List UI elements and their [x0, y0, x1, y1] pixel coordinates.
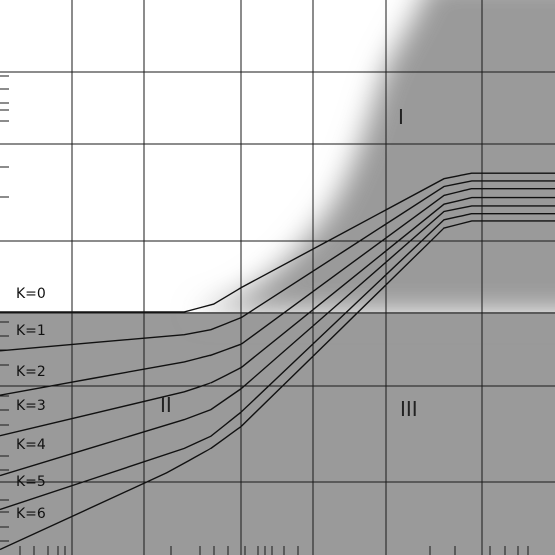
region-label-1: I — [398, 105, 404, 129]
curve-label-k-6: K=6 — [16, 506, 46, 522]
curve-label-k-4: K=4 — [16, 437, 46, 453]
curve-label-k-3: K=3 — [16, 398, 46, 414]
curve-label-k-5: K=5 — [16, 474, 46, 490]
curve-label-k-0: K=0 — [16, 286, 46, 302]
region-label-2: II — [160, 393, 172, 417]
curve-label-k-1: K=1 — [16, 323, 46, 339]
curve-label-k-2: K=2 — [16, 364, 46, 380]
shade-lower — [0, 312, 555, 555]
region-label-3: III — [400, 397, 418, 421]
